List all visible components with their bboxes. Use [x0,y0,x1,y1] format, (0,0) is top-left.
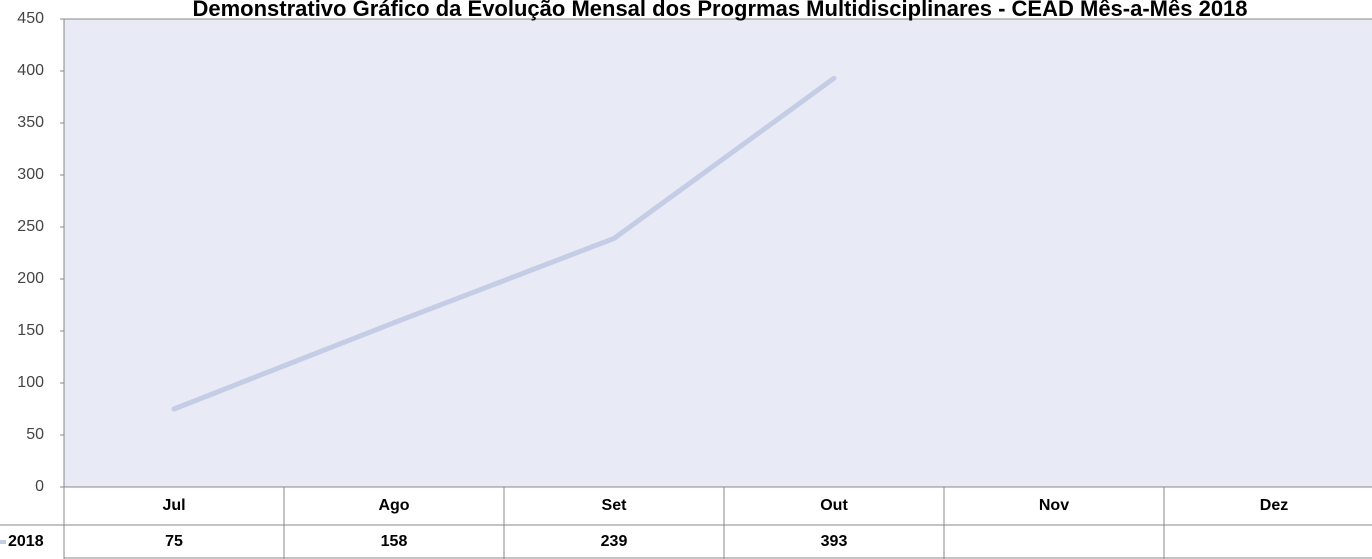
chart-title: Demonstrativo Gráfico da Evolução Mensal… [192,0,1248,21]
data-table-value: 239 [601,533,628,550]
x-tick-label: Ago [378,497,409,514]
legend-label: 2018 [8,533,44,550]
y-tick-label: 0 [35,478,44,495]
y-tick-label: 100 [17,374,44,391]
y-tick-label: 400 [17,62,44,79]
y-tick-label: 200 [17,270,44,287]
y-tick-label: 50 [26,426,44,443]
plot-area [63,18,1372,488]
x-tick-label: Jul [162,497,185,514]
y-tick-label: 250 [17,218,44,235]
data-table-value: 158 [381,533,408,550]
data-table-value: 393 [821,533,848,550]
data-table-value: 75 [165,533,183,550]
line-series [171,75,837,412]
x-tick-label: Out [820,497,848,514]
y-tick-label: 300 [17,166,44,183]
y-tick-label: 350 [17,114,44,131]
y-tick-label: 450 [17,10,44,27]
x-tick-label: Dez [1260,497,1288,514]
x-tick-label: Set [602,497,628,514]
x-tick-label: Nov [1039,497,1069,514]
y-tick-label: 150 [17,322,44,339]
